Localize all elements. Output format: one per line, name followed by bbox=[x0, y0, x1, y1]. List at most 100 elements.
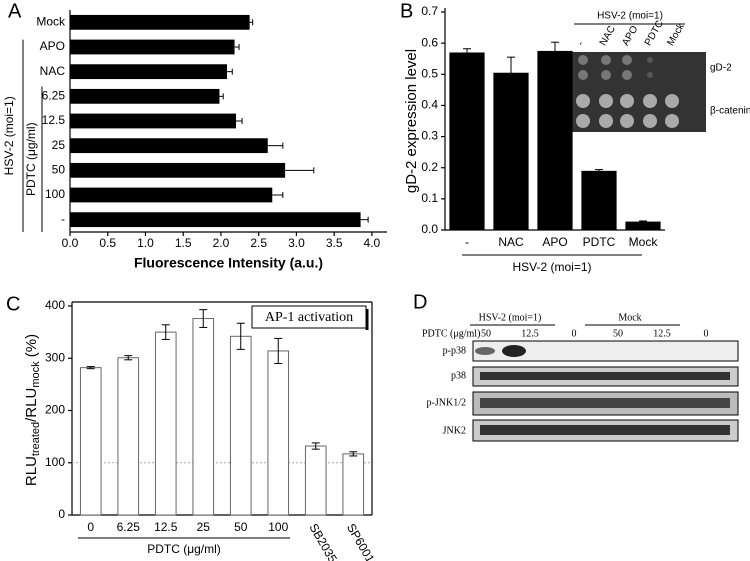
y-tick-label: 0.7 bbox=[421, 4, 438, 18]
panel-letter: A bbox=[8, 0, 22, 22]
bar bbox=[229, 335, 252, 516]
category-label: 100 bbox=[45, 187, 65, 201]
blot-group: Mock bbox=[618, 312, 641, 323]
panel-letter: B bbox=[400, 0, 413, 22]
y-axis-label-part: mock bbox=[30, 361, 42, 388]
bar bbox=[70, 113, 237, 129]
bar bbox=[267, 350, 290, 516]
x-tick-label: 3.0 bbox=[288, 236, 305, 250]
inset-header: HSV-2 (moi=1) bbox=[597, 11, 663, 22]
bar bbox=[70, 14, 250, 30]
legend-label: AP-1 activation bbox=[265, 310, 353, 325]
blot-lane-label: 12.5 bbox=[521, 328, 539, 339]
category-label: 12.5 bbox=[154, 520, 178, 534]
panel-letter: C bbox=[6, 293, 20, 315]
inset-column-label: NAC bbox=[598, 24, 618, 48]
blot-lane-label: 50 bbox=[613, 328, 623, 339]
inset-blot bbox=[570, 52, 706, 132]
category-label: 12.5 bbox=[42, 113, 66, 127]
bar bbox=[342, 453, 365, 516]
bar bbox=[493, 72, 529, 230]
category-label: 0 bbox=[87, 520, 94, 534]
x-tick-label: 0.0 bbox=[62, 236, 79, 250]
blot-group: HSV-2 (moi=1) bbox=[479, 312, 542, 323]
inset-column-label: PDTC bbox=[643, 19, 666, 48]
group-label: PDTC (μg/ml) bbox=[147, 542, 221, 556]
bar bbox=[70, 64, 227, 80]
category-label: 50 bbox=[234, 520, 248, 534]
bar bbox=[117, 357, 140, 516]
category-label: - bbox=[61, 212, 65, 226]
x-tick-label: 4.0 bbox=[364, 236, 381, 250]
x-tick-label: 0.5 bbox=[99, 236, 116, 250]
x-tick-label: 2.5 bbox=[250, 236, 267, 250]
category-label: SP600125 bbox=[344, 521, 384, 561]
y-tick-label: 0.1 bbox=[421, 191, 438, 205]
blot-row-label: p38 bbox=[451, 370, 466, 381]
x-tick-label: 1.0 bbox=[137, 236, 154, 250]
y-axis-label: gD-2 expression level bbox=[403, 49, 420, 193]
inset-bg bbox=[570, 52, 706, 132]
blot-row-label: JNK2 bbox=[443, 425, 466, 436]
category-label: APO bbox=[542, 235, 567, 249]
y-tick-label: 0.6 bbox=[421, 35, 438, 49]
bar bbox=[537, 50, 573, 230]
inset-column-label: - bbox=[575, 39, 586, 47]
group-label: HSV-2 (moi=1) bbox=[2, 96, 16, 175]
y-tick-label: 400 bbox=[45, 298, 65, 312]
x-axis-label: Fluorescence Intensity (a.u.) bbox=[134, 255, 323, 271]
group-label: PDTC (μg/ml) bbox=[24, 122, 38, 196]
inset-column-label: APO bbox=[620, 24, 640, 48]
panel-letter: D bbox=[413, 291, 427, 313]
category-label: PDTC bbox=[583, 235, 616, 249]
category-label: NAC bbox=[498, 235, 524, 249]
y-axis-label-part: RLU bbox=[23, 456, 40, 486]
blot-row-label: p-JNK1/2 bbox=[427, 397, 466, 408]
category-label: 25 bbox=[52, 138, 66, 152]
category-label: Mock bbox=[36, 15, 66, 29]
bar bbox=[70, 187, 273, 203]
bar bbox=[70, 88, 220, 104]
bar bbox=[79, 367, 102, 516]
blot-panel: HSV-2 (moi=1) Mock PDTC (μg/ml) bbox=[422, 312, 739, 442]
group-label: HSV-2 (moi=1) bbox=[512, 260, 591, 274]
category-label: APO bbox=[40, 39, 65, 53]
blot-lane-label: 0 bbox=[572, 328, 577, 339]
y-tick-label: 100 bbox=[45, 455, 65, 469]
blot-row-label: p-p38 bbox=[443, 345, 466, 356]
y-axis-label-part: (%) bbox=[23, 334, 40, 362]
category-label: 50 bbox=[52, 163, 66, 177]
blot-lane-label: 12.5 bbox=[653, 328, 671, 339]
y-tick-label: 0.4 bbox=[421, 98, 438, 112]
y-tick-label: 0.0 bbox=[421, 222, 438, 236]
category-label: NAC bbox=[40, 64, 66, 78]
y-tick-label: 300 bbox=[45, 350, 65, 364]
category-label: SB203580 bbox=[306, 521, 346, 561]
y-axis-label-part: treated bbox=[30, 422, 42, 456]
y-tick-label: 0 bbox=[58, 507, 65, 521]
bar bbox=[192, 318, 215, 516]
category-label: 100 bbox=[268, 520, 288, 534]
y-axis-label-part: /RLU bbox=[23, 388, 40, 422]
category-label: - bbox=[465, 235, 469, 249]
y-tick-label: 0.2 bbox=[421, 160, 438, 174]
bar bbox=[304, 445, 327, 516]
bar bbox=[154, 331, 177, 516]
category-label: Mock bbox=[629, 235, 659, 249]
y-tick-label: 0.5 bbox=[421, 66, 438, 80]
bar bbox=[70, 162, 286, 178]
category-label: 6.25 bbox=[42, 89, 66, 103]
blot-lane-label: 50 bbox=[481, 328, 491, 339]
x-tick-label: 2.0 bbox=[213, 236, 230, 250]
x-tick-label: 1.5 bbox=[175, 236, 192, 250]
bar bbox=[70, 212, 361, 228]
y-axis-label: RLUtreated/RLUmock (%) bbox=[23, 334, 42, 486]
bar bbox=[581, 170, 617, 230]
category-label: 6.25 bbox=[117, 520, 141, 534]
y-tick-label: 0.3 bbox=[421, 129, 438, 143]
blot-row-header: PDTC (μg/ml) bbox=[422, 328, 480, 339]
inset-column-label: Mock bbox=[665, 21, 687, 48]
bar bbox=[449, 52, 485, 230]
